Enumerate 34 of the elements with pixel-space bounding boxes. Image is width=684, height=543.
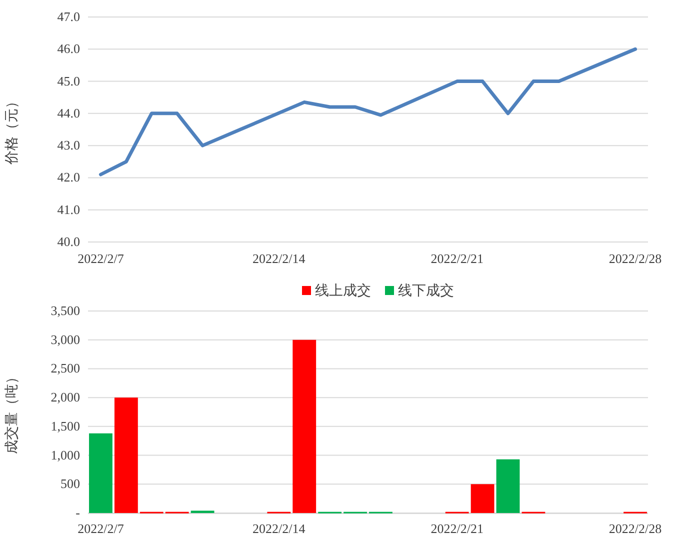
y-tick-label: 1,000 xyxy=(50,447,80,462)
y-tick-label: 3,000 xyxy=(50,332,80,347)
y-tick-label: 3,500 xyxy=(50,303,80,318)
y-tick-label: - xyxy=(76,505,80,520)
y-tick-label: 2,000 xyxy=(50,390,80,405)
x-tick-label: 2022/2/21 xyxy=(430,251,484,266)
x-tick-label: 2022/2/14 xyxy=(252,251,306,266)
x-tick-label: 2022/2/7 xyxy=(78,251,124,266)
x-tick-label: 2022/2/21 xyxy=(430,521,484,536)
y-tick-label: 46.0 xyxy=(57,41,80,56)
bar xyxy=(89,433,112,513)
line-series xyxy=(98,47,638,176)
x-tick-label: 2022/2/7 xyxy=(78,521,124,536)
x-tick-label: 2022/2/14 xyxy=(252,521,306,536)
y-tick-label: 40.0 xyxy=(57,234,80,249)
x-tick-label: 2022/2/28 xyxy=(608,521,662,536)
y-axis-title: 成交量（吨） xyxy=(3,370,19,454)
y-tick-label: 500 xyxy=(60,476,80,492)
y-tick-label: 45.0 xyxy=(57,73,80,88)
y-tick-label: 47.0 xyxy=(57,9,80,24)
bar xyxy=(292,340,316,513)
y-tick-label: 42.0 xyxy=(57,170,80,185)
bar xyxy=(496,459,520,513)
bar xyxy=(114,398,138,513)
x-tick-label: 2022/2/28 xyxy=(608,251,662,266)
bar xyxy=(470,484,494,513)
y-axis-title: 价格（元） xyxy=(3,94,19,166)
y-tick-label: 44.0 xyxy=(57,105,80,120)
y-tick-label: 41.0 xyxy=(57,202,80,217)
y-tick-label: 43.0 xyxy=(57,138,80,153)
legend-label: 线下成交 xyxy=(398,282,454,298)
legend-label: 线上成交 xyxy=(315,282,371,298)
y-tick-label: 1,500 xyxy=(50,418,80,434)
y-tick-label: 2,500 xyxy=(50,360,80,376)
